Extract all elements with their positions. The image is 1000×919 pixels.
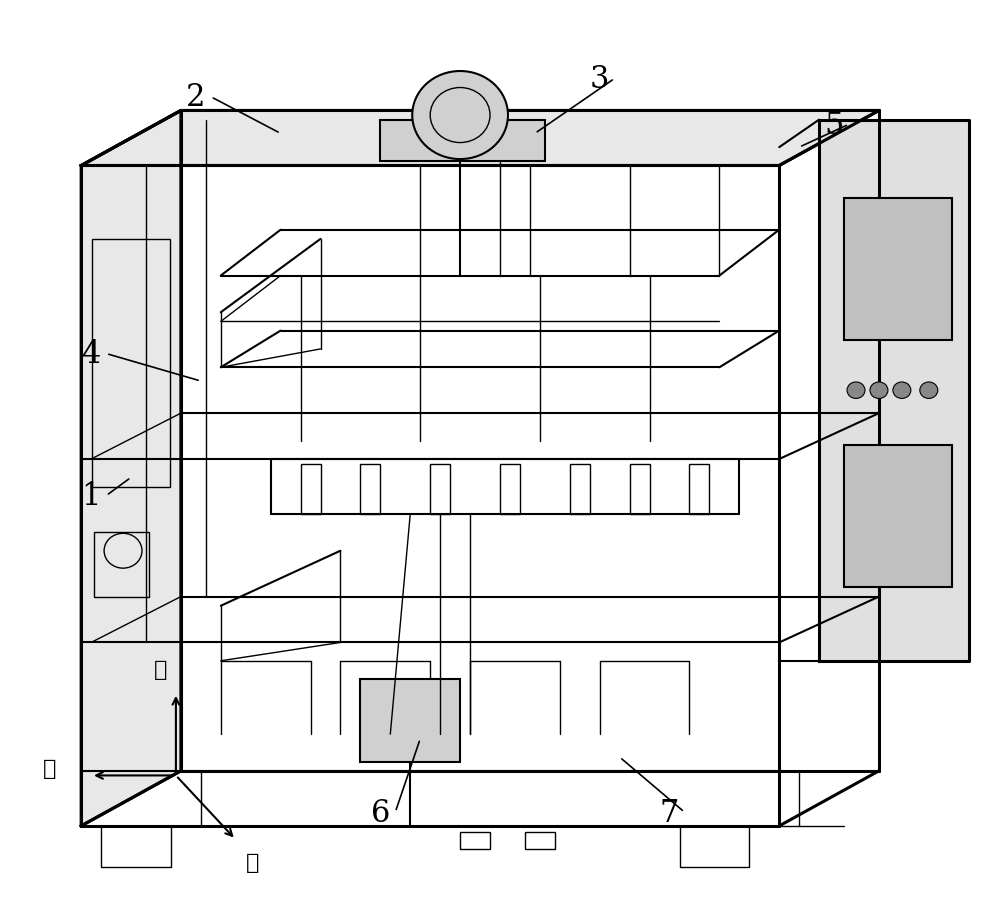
Bar <box>92 240 170 487</box>
Text: 4: 4 <box>82 338 101 369</box>
Circle shape <box>893 382 911 399</box>
Text: 5: 5 <box>824 109 844 141</box>
Bar <box>680 826 749 868</box>
Polygon shape <box>81 111 879 166</box>
Bar <box>570 464 590 515</box>
Bar <box>360 679 460 762</box>
Text: 1: 1 <box>81 481 101 512</box>
Text: 7: 7 <box>660 797 679 828</box>
Bar <box>460 833 490 849</box>
Text: 前: 前 <box>246 852 259 871</box>
Bar <box>500 464 520 515</box>
Text: 3: 3 <box>590 63 609 95</box>
Text: 左: 左 <box>43 758 56 778</box>
Bar <box>689 464 709 515</box>
Bar <box>301 464 320 515</box>
Bar <box>380 120 545 162</box>
Polygon shape <box>819 120 969 661</box>
Bar <box>430 464 450 515</box>
Bar <box>630 464 650 515</box>
Circle shape <box>847 382 865 399</box>
Circle shape <box>870 382 888 399</box>
Text: 6: 6 <box>371 797 390 828</box>
Polygon shape <box>81 111 181 826</box>
Bar <box>525 833 555 849</box>
Bar <box>844 199 952 340</box>
Bar <box>360 464 380 515</box>
Bar <box>101 826 171 868</box>
Bar <box>94 533 149 597</box>
Text: 上: 上 <box>154 660 168 679</box>
Circle shape <box>920 382 938 399</box>
Circle shape <box>412 72 508 160</box>
Bar <box>844 446 952 588</box>
Text: 2: 2 <box>186 82 206 113</box>
